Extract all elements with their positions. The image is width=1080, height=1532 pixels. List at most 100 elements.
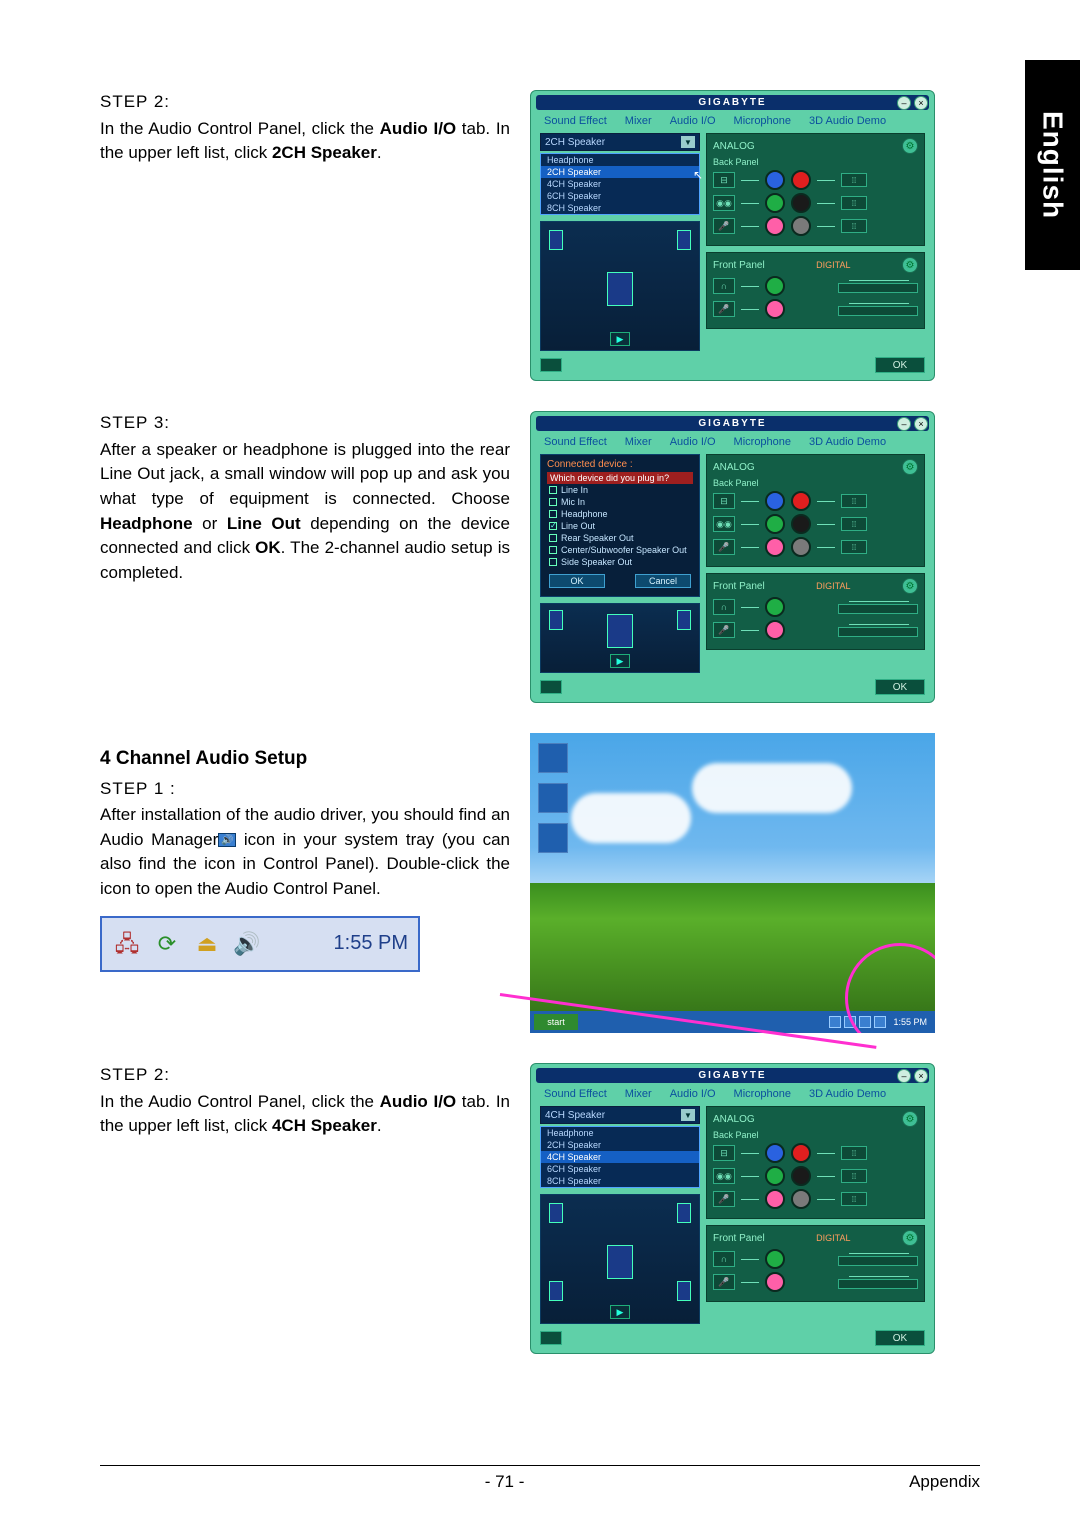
tray-audio-manager-icon[interactable]: 🔊	[232, 929, 262, 959]
jack-blue[interactable]	[765, 1143, 785, 1163]
jack-front-pink[interactable]	[765, 1272, 785, 1292]
jack-green[interactable]	[765, 514, 785, 534]
dd-opt[interactable]: 8CH Speaker	[541, 1175, 699, 1187]
gear-icon[interactable]: ⚙	[902, 1230, 918, 1246]
ok-button[interactable]: OK	[875, 679, 925, 695]
tab-3d-demo[interactable]: 3D Audio Demo	[809, 436, 886, 448]
dialog-cancel-button[interactable]: Cancel	[635, 574, 691, 588]
jack-blue[interactable]	[765, 491, 785, 511]
tab-sound-effect[interactable]: Sound Effect	[544, 436, 607, 448]
jack-red[interactable]	[791, 491, 811, 511]
close-icon[interactable]: ×	[914, 1069, 928, 1083]
gear-icon[interactable]: ⚙	[902, 1111, 918, 1127]
speaker-select[interactable]: 2CH Speaker ▼	[540, 133, 700, 151]
dropdown-arrow-icon: ▼	[681, 136, 695, 148]
step2-4ch-text: STEP 2: In the Audio Control Panel, clic…	[100, 1063, 530, 1354]
tab-audio-io[interactable]: Audio I/O	[670, 1088, 716, 1100]
jack-front-green[interactable]	[765, 276, 785, 296]
gear-icon[interactable]: ⚙	[902, 578, 918, 594]
close-icon[interactable]: ×	[914, 417, 928, 431]
play-button[interactable]: ▶	[610, 1305, 630, 1319]
tab-mixer[interactable]: Mixer	[625, 115, 652, 127]
tab-audio-io[interactable]: Audio I/O	[670, 436, 716, 448]
dialog-option[interactable]: Rear Speaker Out	[547, 532, 693, 544]
jack-green[interactable]	[765, 1166, 785, 1186]
analog-label: ANALOG	[713, 1114, 755, 1125]
dialog-option[interactable]: Headphone	[547, 508, 693, 520]
dd-opt-selected[interactable]: 4CH Speaker	[541, 1151, 699, 1163]
jack-icon: ◉◉	[713, 1168, 735, 1184]
room-speaker	[677, 1281, 691, 1301]
ok-button[interactable]: OK	[875, 1330, 925, 1346]
dialog-option[interactable]: Side Speaker Out	[547, 556, 693, 568]
jack-front-green[interactable]	[765, 1249, 785, 1269]
jack-front-pink[interactable]	[765, 299, 785, 319]
dialog-option[interactable]: Mic In	[547, 496, 693, 508]
minimize-icon[interactable]: –	[897, 96, 911, 110]
dialog-option[interactable]: Line In	[547, 484, 693, 496]
jack-grey[interactable]	[791, 537, 811, 557]
dd-opt[interactable]: 6CH Speaker	[541, 1163, 699, 1175]
jack-black[interactable]	[791, 193, 811, 213]
desktop-icon[interactable]	[538, 743, 568, 773]
jack-black[interactable]	[791, 514, 811, 534]
jack-pink[interactable]	[765, 1189, 785, 1209]
step2-2ch-body: In the Audio Control Panel, click the Au…	[100, 117, 510, 166]
tab-mixer[interactable]: Mixer	[625, 1088, 652, 1100]
speaker-select[interactable]: 4CH Speaker ▼	[540, 1106, 700, 1124]
gear-icon[interactable]: ⚙	[902, 257, 918, 273]
dd-opt[interactable]: Headphone	[541, 1127, 699, 1139]
jack-red[interactable]	[791, 170, 811, 190]
dd-opt[interactable]: Headphone	[541, 154, 699, 166]
dd-opt[interactable]: 2CH Speaker	[541, 1139, 699, 1151]
dd-opt[interactable]: 4CH Speaker	[541, 178, 699, 190]
tab-audio-io[interactable]: Audio I/O	[670, 115, 716, 127]
gear-icon[interactable]: ⚙	[902, 459, 918, 475]
play-button[interactable]: ▶	[610, 654, 630, 668]
speaker-dropdown[interactable]: Headphone 2CH Speaker 4CH Speaker 6CH Sp…	[540, 153, 700, 215]
dialog-option[interactable]: Center/Subwoofer Speaker Out	[547, 544, 693, 556]
play-button[interactable]: ▶	[610, 332, 630, 346]
start-button[interactable]: start	[534, 1014, 578, 1030]
tray-icon[interactable]	[829, 1016, 841, 1028]
tab-microphone[interactable]: Microphone	[734, 436, 791, 448]
desktop-icon[interactable]	[538, 783, 568, 813]
tab-mixer[interactable]: Mixer	[625, 436, 652, 448]
step-label: STEP 1 :	[100, 777, 510, 802]
jack-green[interactable]	[765, 193, 785, 213]
tab-3d-demo[interactable]: 3D Audio Demo	[809, 115, 886, 127]
jack-red[interactable]	[791, 1143, 811, 1163]
jack-grey[interactable]	[791, 1189, 811, 1209]
speaker-dropdown[interactable]: Headphone 2CH Speaker 4CH Speaker 6CH Sp…	[540, 1126, 700, 1188]
jack-code: ⁞⁞	[841, 196, 867, 210]
back-panel-label: Back Panel	[713, 1130, 918, 1140]
panel-brand: GIGABYTE	[536, 416, 929, 431]
dialog-option[interactable]: Line Out	[547, 520, 693, 532]
jack-pink[interactable]	[765, 216, 785, 236]
dialog-ok-button[interactable]: OK	[549, 574, 605, 588]
minimize-icon[interactable]: –	[897, 1069, 911, 1083]
tab-sound-effect[interactable]: Sound Effect	[544, 1088, 607, 1100]
jack-blue[interactable]	[765, 170, 785, 190]
jack-front-pink[interactable]	[765, 620, 785, 640]
front-digital-panel: Front PanelDIGITAL⚙ ∩ 🎤	[706, 252, 925, 329]
dd-opt[interactable]: 6CH Speaker	[541, 190, 699, 202]
desktop-icon[interactable]	[538, 823, 568, 853]
mic-icon: 🎤	[713, 301, 735, 317]
tab-3d-demo[interactable]: 3D Audio Demo	[809, 1088, 886, 1100]
ok-button[interactable]: OK	[875, 357, 925, 373]
dd-opt-selected[interactable]: 2CH Speaker	[541, 166, 699, 178]
speaker-room: ▶	[540, 603, 700, 673]
jack-front-green[interactable]	[765, 597, 785, 617]
dd-opt[interactable]: 8CH Speaker	[541, 202, 699, 214]
mic-icon: 🎤	[713, 1274, 735, 1290]
minimize-icon[interactable]: –	[897, 417, 911, 431]
jack-pink[interactable]	[765, 537, 785, 557]
tab-microphone[interactable]: Microphone	[734, 1088, 791, 1100]
jack-grey[interactable]	[791, 216, 811, 236]
jack-black[interactable]	[791, 1166, 811, 1186]
gear-icon[interactable]: ⚙	[902, 138, 918, 154]
tab-microphone[interactable]: Microphone	[734, 115, 791, 127]
tab-sound-effect[interactable]: Sound Effect	[544, 115, 607, 127]
close-icon[interactable]: ×	[914, 96, 928, 110]
